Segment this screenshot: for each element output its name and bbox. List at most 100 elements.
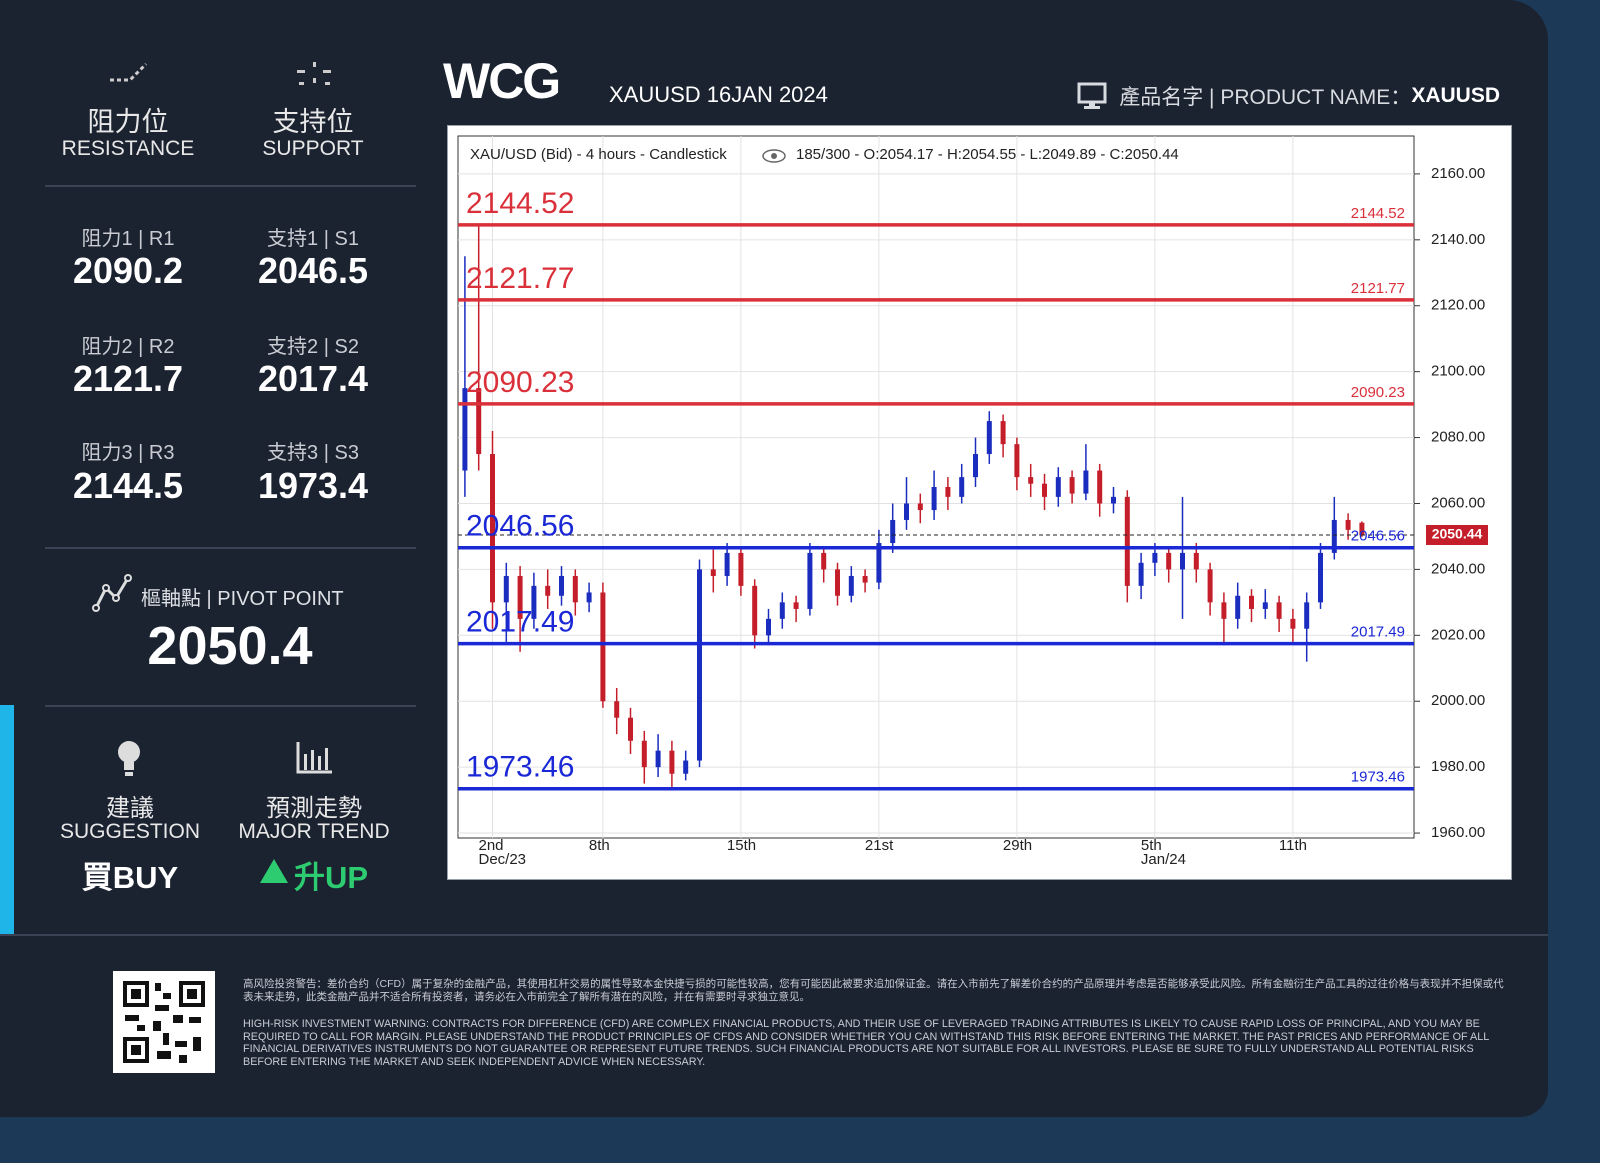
y-tick-label: 2040.00 (1431, 560, 1485, 577)
candle-body (1138, 562, 1144, 586)
disclaimer-zh: 高风险投资警告：差价合约（CFD）属于复杂的金融产品，其使用杠杆交易的属性导致本… (243, 978, 1504, 1003)
chart-title: XAU/USD (Bid) - 4 hours - Candlestick (470, 146, 727, 163)
candle-body (738, 552, 744, 586)
x-tick-label: 29th (1002, 837, 1033, 854)
trend-en: MAJOR TREND (238, 820, 390, 843)
divider (45, 705, 416, 707)
level-label: 支持3 | S3 (267, 442, 359, 464)
y-tick-label: 2100.00 (1431, 363, 1485, 380)
level-label: 2090.23 (466, 366, 574, 399)
candle-body (793, 602, 799, 609)
candle-body (462, 388, 468, 471)
candle-body (1000, 421, 1006, 445)
suggestion-value: 買BUY (81, 860, 179, 895)
candle-body (1207, 569, 1213, 603)
candle-body (1290, 618, 1296, 629)
level-label: 支持1 | S1 (267, 228, 359, 250)
candle-body (876, 543, 882, 583)
candle-body (1083, 470, 1089, 494)
candle-body (1028, 477, 1034, 484)
monitor-icon (1077, 82, 1107, 109)
level-label: 2017.49 (466, 606, 574, 639)
level-value: 1973.4 (257, 465, 369, 506)
support-icon (297, 62, 331, 85)
candle-body (904, 503, 909, 520)
candle-body (1262, 602, 1268, 609)
support-en: SUPPORT (262, 137, 364, 160)
candle-body (1359, 522, 1365, 535)
y-tick-label: 2060.00 (1431, 494, 1485, 511)
trend-zh: 預測走勢 (266, 795, 362, 822)
candle-body (1069, 477, 1075, 494)
bulb-icon (118, 741, 140, 776)
x-tick-label: 15th (726, 837, 757, 854)
header-subtitle: XAUUSD 16JAN 2024 (609, 82, 828, 107)
level-label-right: 1973.46 (1351, 769, 1405, 786)
level-label: 支持2 | S2 (267, 336, 359, 358)
candle-body (600, 592, 606, 702)
candle-body (1124, 496, 1130, 586)
y-tick-label: 2020.00 (1431, 626, 1485, 643)
candle-body (1345, 519, 1351, 530)
card: WCG XAUUSD 16JAN 2024 產品名字 | PRODUCT NAM… (0, 0, 1548, 1117)
y-tick-label: 2080.00 (1431, 429, 1485, 446)
candle-body (586, 592, 592, 603)
level-value: 2121.7 (72, 358, 184, 399)
candle-body (669, 750, 675, 774)
level-label: 阻力1 | R1 (81, 228, 175, 250)
candle-body (1193, 552, 1199, 570)
candle-body (559, 575, 564, 596)
candle-body (1166, 552, 1172, 570)
y-tick-label: 2120.00 (1431, 297, 1485, 314)
candle-body (1318, 552, 1323, 603)
candle-body (862, 575, 868, 583)
x-tick-label: 5th Jan/24 (1140, 837, 1186, 868)
chart-subtitle: 185/300 - O:2054.17 - H:2054.55 - L:2049… (796, 146, 1179, 163)
candle-body (476, 388, 482, 455)
candle-body (1235, 595, 1241, 619)
y-tick-label: 2000.00 (1431, 692, 1485, 709)
product-label: 產品名字 | PRODUCT NAME： (1119, 86, 1412, 109)
candle-body (1180, 552, 1185, 570)
level-label-right: 2144.52 (1351, 205, 1405, 222)
candle-body (503, 575, 509, 603)
candle-body (807, 552, 813, 609)
trend-value: 升UP (294, 860, 369, 895)
brand-logo: WCG (443, 53, 561, 109)
candle-body (779, 602, 785, 619)
candle-body (959, 477, 965, 497)
candle-body (1221, 602, 1227, 619)
level-label-right: 2046.56 (1351, 528, 1405, 545)
last-price-tag (1426, 524, 1488, 545)
candle-body (973, 454, 978, 478)
product-info: 產品名字 | PRODUCT NAME： XAUUSD (1077, 81, 1500, 111)
qr-code (113, 971, 215, 1073)
level-value: 2090.2 (72, 250, 184, 291)
candle-body (752, 585, 758, 636)
candle-body (986, 421, 992, 455)
candle-body (1249, 595, 1254, 609)
accent-bar (0, 705, 14, 935)
candle-body (1331, 519, 1337, 553)
suggestion-zh: 建議 (106, 795, 154, 822)
candle-body (710, 569, 716, 576)
candle-body (683, 760, 689, 774)
level-value: 2144.5 (72, 465, 184, 506)
candle-body (1111, 496, 1116, 504)
candle-body (641, 740, 647, 768)
eye-icon (762, 149, 786, 163)
resistance-icon (110, 62, 148, 82)
level-label: 2144.52 (466, 187, 574, 220)
candle-body (835, 569, 840, 596)
candle-body (655, 750, 661, 768)
candle-body (1304, 602, 1310, 629)
candle-body (572, 575, 578, 603)
y-tick-label: 1960.00 (1431, 824, 1485, 841)
y-tick-label: 2140.00 (1431, 231, 1485, 248)
resistance-en: RESISTANCE (61, 137, 195, 160)
candle-body (1152, 552, 1158, 563)
y-tick-label: 2160.00 (1431, 165, 1485, 182)
level-label-right: 2017.49 (1351, 624, 1405, 641)
level-label: 阻力3 | R3 (81, 442, 175, 464)
